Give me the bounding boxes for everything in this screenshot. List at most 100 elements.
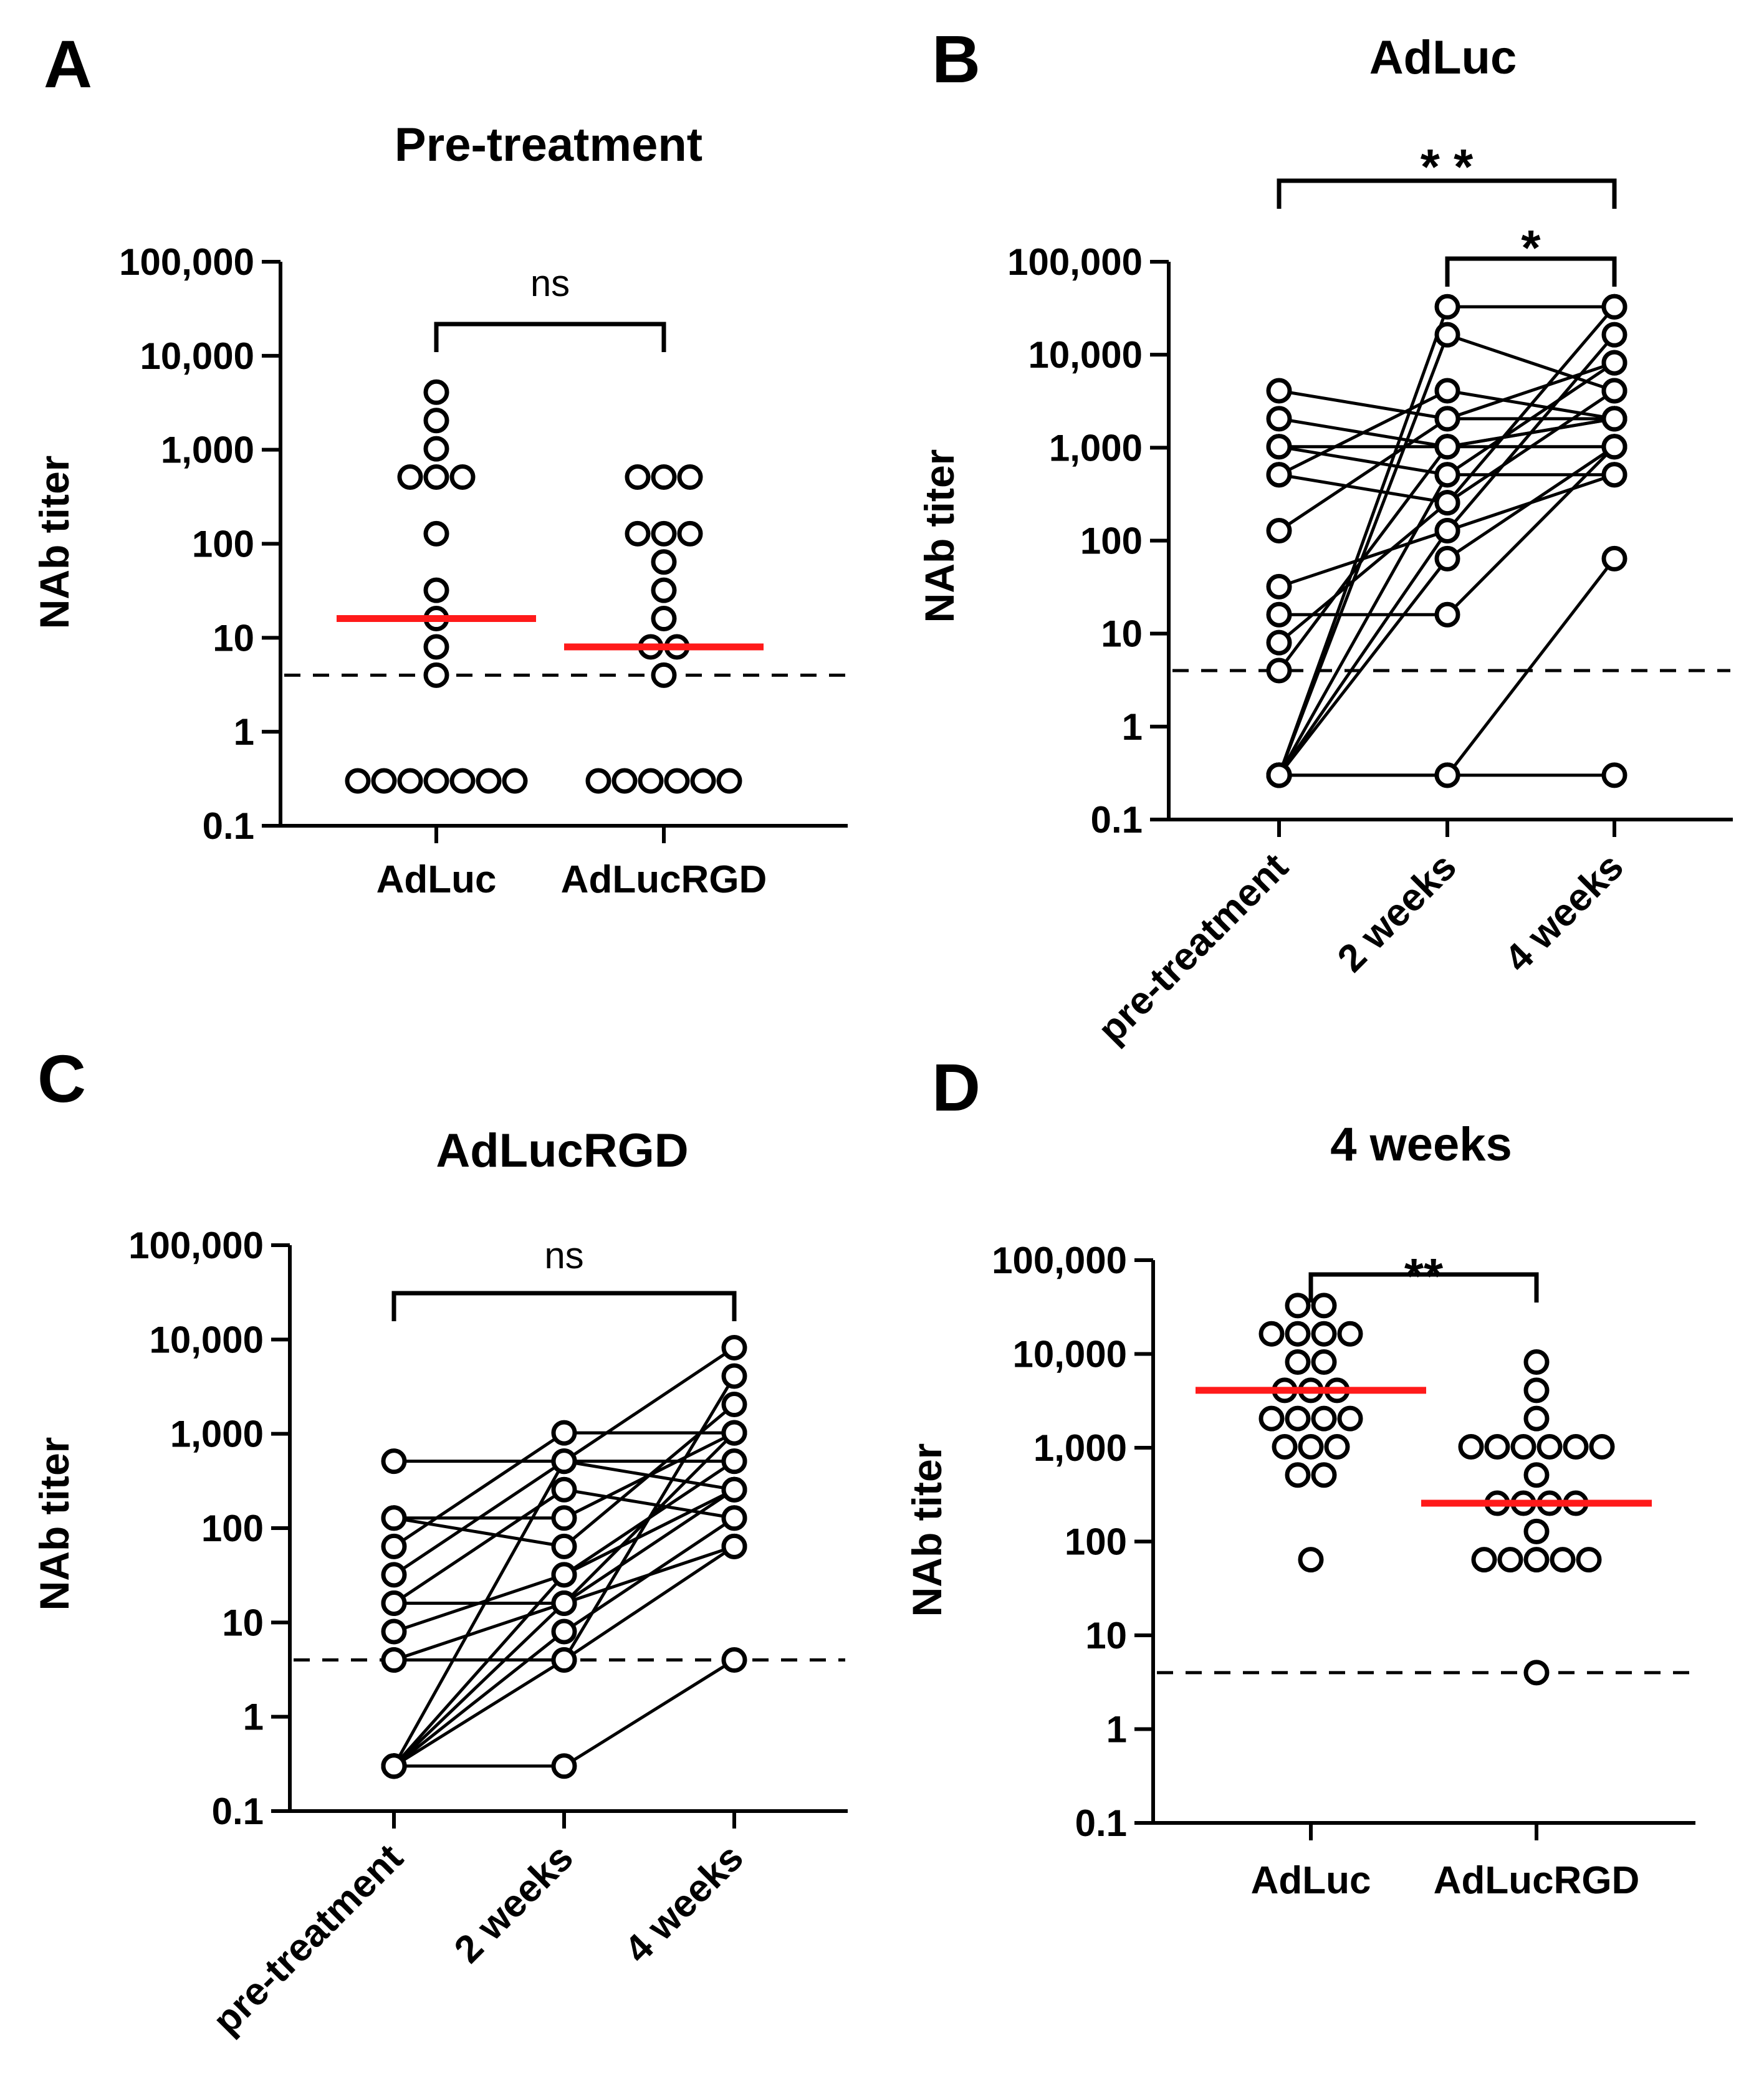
data-point — [1563, 1433, 1589, 1460]
data-point — [651, 662, 677, 688]
y-tick-label: 0.1 — [203, 805, 254, 847]
data-point — [1510, 1433, 1536, 1460]
data-point — [423, 379, 449, 405]
significance-brackets: ** — [1308, 1248, 1539, 1304]
data-point — [651, 520, 677, 547]
data-point — [551, 1590, 577, 1616]
data-point — [423, 662, 449, 688]
data-point — [1258, 1405, 1285, 1432]
data-point — [551, 1476, 577, 1503]
data-point — [721, 1334, 747, 1360]
data-point — [1434, 462, 1460, 488]
data-point — [423, 634, 449, 660]
significance-label: * — [1521, 220, 1541, 275]
data-point — [651, 606, 677, 632]
data-point — [1311, 1321, 1337, 1347]
data-point — [381, 1505, 407, 1531]
data-point — [721, 1392, 747, 1418]
panel-b: B AdLuc NAb titer 0.1 1 10 100 1,000 10,000 10… — [916, 21, 1733, 1051]
significance-bracket — [434, 322, 666, 352]
data-point — [502, 768, 528, 794]
data-point — [1298, 1433, 1324, 1460]
y-axis-label: NAb titer — [916, 449, 962, 623]
data-point — [721, 1533, 747, 1559]
data-point — [1601, 378, 1627, 404]
x-tick-label: AdLuc — [376, 858, 497, 901]
data-point — [423, 520, 449, 547]
data-point — [1434, 406, 1460, 432]
data-point — [381, 1647, 407, 1673]
points-layer — [345, 379, 742, 794]
y-axis-label: NAb titer — [31, 456, 77, 629]
data-point — [1601, 350, 1627, 376]
y-ticks: 0.1 1 10 100 1,000 10,000 100,000 — [119, 241, 280, 847]
subject-line — [1279, 557, 1616, 777]
data-point — [721, 1448, 747, 1475]
significance-brackets: ns — [391, 1235, 737, 1321]
data-point — [651, 577, 677, 603]
x-tick-label: pre-treatment — [1090, 845, 1297, 1051]
data-point — [690, 768, 716, 794]
points-layer — [1266, 294, 1627, 788]
data-point — [1266, 518, 1292, 544]
y-tick-label: 100,000 — [992, 1240, 1127, 1281]
data-point — [551, 1505, 577, 1531]
x-tick-label: 2 weeks — [1330, 845, 1465, 980]
y-tick-label: 100,000 — [128, 1225, 264, 1266]
data-point — [638, 768, 664, 794]
data-point — [1601, 406, 1627, 432]
panel-letter: D — [932, 1050, 980, 1125]
y-tick-label: 0.1 — [212, 1791, 264, 1832]
data-point — [1434, 490, 1460, 516]
chart-title: Pre-treatment — [395, 118, 702, 171]
data-point — [625, 520, 651, 547]
y-tick-label: 10 — [213, 617, 254, 659]
y-tick-label: 0.1 — [1091, 799, 1143, 841]
significance-bracket — [391, 1291, 737, 1321]
data-point — [1434, 378, 1460, 404]
data-point — [1266, 573, 1292, 600]
y-tick-label: 1,000 — [161, 429, 254, 471]
y-tick-label: 100,000 — [1007, 241, 1143, 283]
data-point — [1523, 1660, 1550, 1686]
data-point — [1324, 1433, 1350, 1460]
x-categories: AdLuc AdLucRGD — [376, 858, 767, 901]
data-point — [381, 1753, 407, 1779]
x-categories: pre-treatment 2 weeks 4 weeks — [1090, 845, 1632, 1051]
data-point — [721, 1420, 747, 1446]
data-point — [1589, 1433, 1615, 1460]
data-point — [611, 768, 638, 794]
panel-letter: C — [37, 1041, 86, 1116]
data-point — [721, 1505, 747, 1531]
data-point — [423, 577, 449, 603]
y-tick-label: 10 — [1085, 1615, 1127, 1657]
axes — [279, 262, 848, 843]
data-point — [1601, 462, 1627, 488]
x-tick-label: 2 weeks — [446, 1836, 582, 1971]
axes — [288, 1245, 848, 1829]
data-point — [1523, 1462, 1550, 1488]
data-point — [1434, 434, 1460, 460]
data-point — [1601, 322, 1627, 348]
chart-title: 4 weeks — [1330, 1118, 1512, 1171]
data-point — [1266, 378, 1292, 404]
data-point — [1523, 1518, 1550, 1544]
significance-brackets: ns — [434, 262, 666, 352]
y-tick-label: 10 — [1101, 613, 1143, 655]
data-point — [721, 1647, 747, 1673]
data-point — [716, 768, 742, 794]
data-point — [721, 1476, 747, 1503]
data-point — [1266, 406, 1292, 432]
data-point — [449, 464, 476, 490]
significance-bracket — [1277, 178, 1617, 209]
data-point — [1298, 1547, 1324, 1573]
data-point — [1266, 629, 1292, 656]
data-point — [1266, 601, 1292, 628]
data-point — [721, 1363, 747, 1389]
x-tick-label: AdLucRGD — [561, 858, 767, 901]
y-tick-label: 1,000 — [1049, 427, 1143, 469]
data-point — [1576, 1547, 1602, 1573]
data-point — [381, 1562, 407, 1588]
data-point — [1458, 1433, 1484, 1460]
